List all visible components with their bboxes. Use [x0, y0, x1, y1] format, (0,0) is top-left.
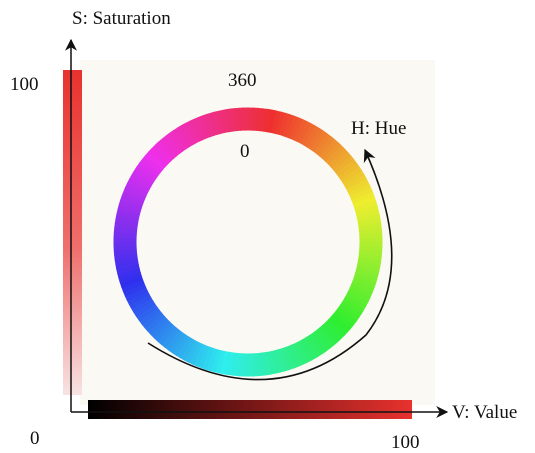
v-axis-label: V: Value: [452, 402, 517, 423]
hue-direction-arrow: [147, 148, 393, 381]
v-max-label: 100: [391, 432, 420, 453]
value-bar: [88, 400, 412, 419]
s-axis-label: S: Saturation: [72, 8, 171, 29]
saturation-bar: [63, 70, 82, 395]
hue-min-label: 0: [240, 141, 250, 162]
s-max-label: 100: [10, 74, 39, 95]
origin-label: 0: [30, 428, 40, 449]
hue-wheel: [113, 107, 383, 377]
h-axis-label: H: Hue: [351, 118, 406, 139]
hue-max-label: 360: [228, 70, 257, 91]
